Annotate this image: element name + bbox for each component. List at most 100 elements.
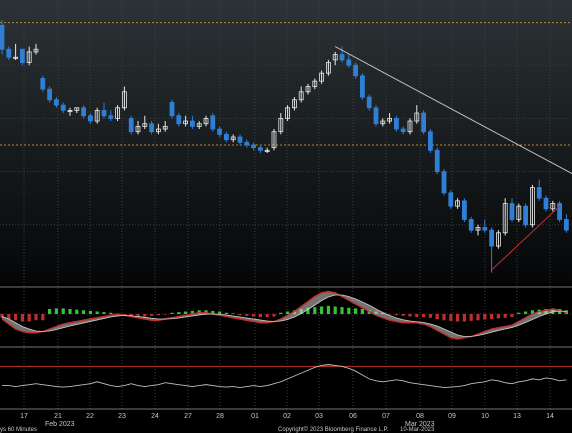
candle-up	[33, 48, 39, 53]
candle-up	[264, 149, 270, 152]
candle-up	[203, 118, 209, 125]
candle-up	[305, 86, 311, 93]
candle-up	[162, 125, 168, 130]
candle-up	[278, 118, 284, 133]
macd-histogram-bar	[442, 314, 446, 321]
macd-histogram-bar	[394, 314, 398, 316]
candle-down	[81, 107, 86, 117]
macd-histogram-bar	[476, 314, 480, 321]
x-tick-label: 07	[382, 413, 390, 420]
candle-down	[40, 78, 46, 90]
signal-line	[1, 294, 567, 337]
macd-histogram-bar	[388, 314, 392, 315]
macd-signal-ribbon	[2, 291, 567, 339]
candle-down	[189, 120, 195, 127]
candle-up	[516, 205, 522, 220]
candle-down	[543, 197, 549, 210]
macd-histogram-bar	[211, 310, 215, 314]
candle-down	[346, 59, 352, 66]
x-tick-label: 27	[184, 413, 192, 420]
macd-histogram-bar	[510, 314, 514, 318]
macd-histogram-bar	[422, 314, 426, 318]
macd-histogram-bar	[347, 307, 351, 314]
x-tick-label: 06	[349, 413, 357, 420]
macd-histogram-bar	[415, 314, 419, 318]
candle-down	[482, 227, 488, 231]
macd-histogram-bar	[177, 312, 181, 314]
macd-histogram-bar	[68, 309, 72, 314]
macd-histogram-bar	[88, 310, 92, 314]
candle-down	[128, 118, 134, 133]
candle-down	[536, 187, 542, 199]
candle-up	[530, 187, 535, 226]
candle-up	[325, 62, 331, 74]
candle-up	[94, 110, 100, 122]
macd-histogram-bar	[428, 314, 432, 318]
candle-down	[461, 200, 467, 220]
macd-histogram-bar	[326, 305, 330, 314]
macd-histogram-bar	[435, 314, 439, 319]
macd-histogram-bar	[61, 308, 65, 314]
macd-histogram-bar	[231, 313, 235, 314]
macd-histogram-bar	[469, 314, 473, 321]
candle-down	[339, 54, 345, 61]
candle-down	[353, 64, 359, 77]
macd-histogram-bar	[279, 312, 283, 314]
candle-up	[115, 107, 120, 119]
macd-histogram-bar	[313, 307, 317, 314]
macd-histogram-bar	[530, 310, 534, 314]
candle-up	[196, 123, 202, 127]
candle-down	[217, 128, 223, 135]
macd-histogram-bar	[82, 310, 86, 314]
candle-down	[257, 147, 263, 151]
macd-histogram-bar	[143, 314, 147, 317]
candle-down	[509, 203, 515, 220]
macd-histogram-bar	[449, 314, 453, 321]
macd-histogram-bar	[102, 312, 106, 314]
x-axis: 17 21 22 23 24 27 28 01 02 03 06 07 08 09 10 13 14 Feb 20…	[20, 413, 554, 428]
rsi-line	[2, 364, 567, 388]
macd-histogram-bar	[20, 314, 24, 322]
macd-histogram-bar	[129, 314, 133, 316]
candle-down	[427, 131, 433, 151]
macd-histogram-bar	[0, 314, 4, 318]
candle-down	[237, 136, 243, 143]
macd-histogram-bar	[218, 311, 222, 314]
candle-down	[468, 219, 474, 231]
macd-histogram-bar	[252, 314, 256, 317]
x-tick-label: 21	[54, 413, 62, 420]
candle-down	[564, 219, 569, 231]
candle-up	[271, 131, 277, 149]
macd-histogram-bar	[360, 309, 364, 314]
candle-up	[312, 80, 318, 87]
candle-down	[19, 48, 25, 63]
candle-up	[155, 128, 161, 133]
candle-up	[230, 136, 236, 141]
x-tick-label: 28	[216, 413, 224, 420]
candle-down	[54, 99, 59, 106]
candle-down	[373, 107, 379, 125]
candle-down	[244, 141, 250, 146]
candle-up	[298, 91, 304, 101]
macd-histogram-bar	[462, 314, 466, 322]
price-level-lines	[0, 22, 572, 146]
x-tick-label: 24	[151, 413, 159, 420]
candle-up	[502, 203, 508, 234]
macd-histogram-bar	[503, 314, 507, 318]
macd-histogram-bar	[95, 311, 99, 314]
macd-histogram-bar	[517, 312, 521, 314]
candle-down	[359, 75, 365, 98]
x-tick-label: 10	[481, 413, 489, 420]
macd-histogram-bar	[7, 314, 11, 319]
candle-up	[407, 120, 413, 133]
footer-copyright: Copyright© 2023 Bloomberg Finance L.P.	[278, 426, 389, 433]
macd-histogram-bar	[408, 314, 412, 317]
candle-down	[448, 192, 454, 207]
candle-up	[122, 91, 127, 109]
x-tick-label: 02	[283, 413, 291, 420]
candle-up	[13, 56, 19, 59]
macd-histogram-bar	[75, 309, 79, 314]
candle-down	[366, 96, 372, 109]
candle-down	[251, 144, 257, 149]
